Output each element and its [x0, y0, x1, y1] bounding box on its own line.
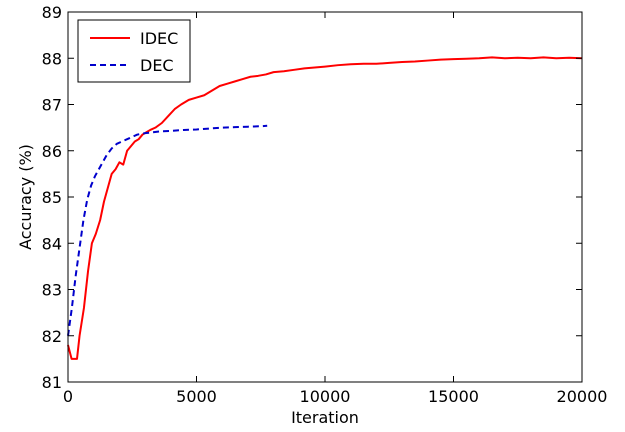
x-axis-label: Iteration — [291, 408, 359, 427]
x-tick-label: 5000 — [176, 387, 217, 406]
x-tick-label: 20000 — [557, 387, 608, 406]
y-tick-label: 89 — [42, 3, 62, 22]
legend-label-idec: IDEC — [140, 29, 178, 48]
legend-label-dec: DEC — [140, 56, 174, 75]
plot-series — [68, 57, 582, 359]
y-tick-label: 81 — [42, 373, 62, 392]
y-tick-label: 86 — [42, 142, 62, 161]
y-tick-label: 82 — [42, 327, 62, 346]
x-tick-label: 10000 — [300, 387, 351, 406]
y-tick-label: 83 — [42, 281, 62, 300]
x-tick-label: 15000 — [428, 387, 479, 406]
y-tick-label: 87 — [42, 96, 62, 115]
y-axis-label: Accuracy (%) — [16, 144, 35, 250]
y-tick-label: 88 — [42, 49, 62, 68]
x-tick-label: 0 — [63, 387, 73, 406]
legend: IDEC DEC — [78, 20, 190, 82]
series-line-dec — [68, 126, 267, 336]
y-tick-label: 84 — [42, 234, 62, 253]
y-tick-label: 85 — [42, 188, 62, 207]
series-line-idec — [68, 57, 582, 359]
